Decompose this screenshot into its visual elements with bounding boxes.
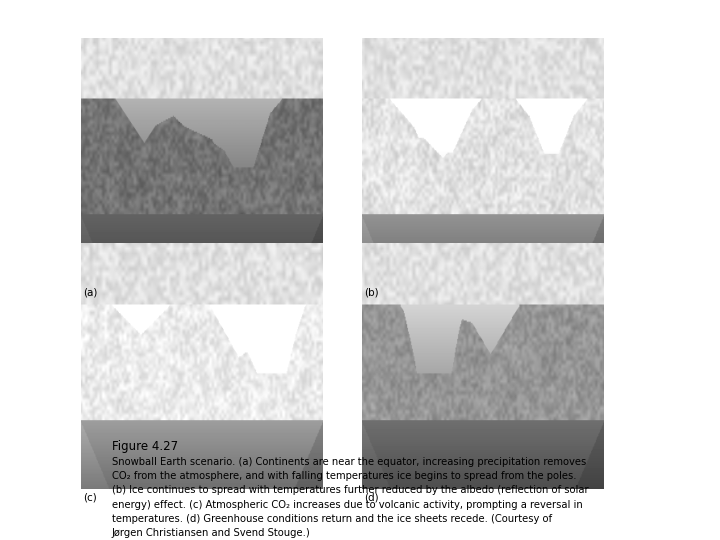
Text: (d): (d)	[364, 492, 379, 503]
Text: (b) Ice continues to spread with temperatures further reduced by the albedo (ref: (b) Ice continues to spread with tempera…	[112, 485, 588, 496]
Text: Jørgen Christiansen and Svend Stouge.): Jørgen Christiansen and Svend Stouge.)	[112, 528, 310, 538]
Text: (b): (b)	[364, 287, 379, 298]
Text: temperatures. (d) Greenhouse conditions return and the ice sheets recede. (Court: temperatures. (d) Greenhouse conditions …	[112, 514, 552, 524]
Text: Snowball Earth scenario. (a) Continents are near the equator, increasing precipi: Snowball Earth scenario. (a) Continents …	[112, 457, 586, 468]
Text: (a): (a)	[83, 287, 97, 298]
Text: CO₂ from the atmosphere, and with falling temperatures ice begins to spread from: CO₂ from the atmosphere, and with fallin…	[112, 471, 576, 482]
Text: Figure 4.27: Figure 4.27	[112, 440, 178, 453]
Text: energy) effect. (c) Atmospheric CO₂ increases due to volcanic activity, promptin: energy) effect. (c) Atmospheric CO₂ incr…	[112, 500, 582, 510]
Text: (c): (c)	[83, 492, 96, 503]
